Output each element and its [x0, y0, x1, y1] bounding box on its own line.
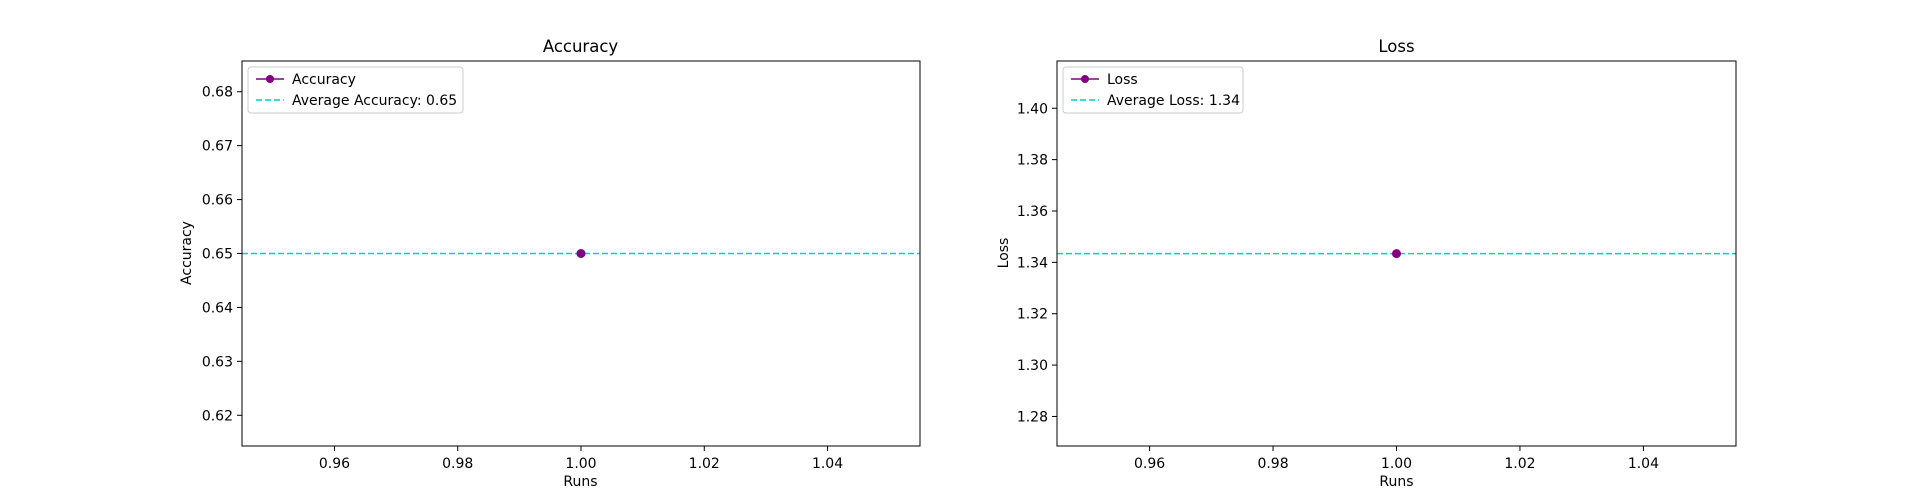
loss-legend-average-label: Average Loss: 1.34	[1107, 93, 1240, 109]
loss-x-tick-label: 1.04	[1628, 456, 1659, 472]
accuracy-legend: Accuracy Average Accuracy: 0.65	[247, 66, 464, 114]
accuracy-legend-box	[247, 66, 464, 114]
loss-x-tick-label: 0.96	[1134, 456, 1165, 472]
loss-legend-series-marker	[1081, 75, 1089, 83]
loss-data-point	[1392, 249, 1401, 259]
accuracy-x-tick-label: 1.04	[812, 456, 843, 472]
loss-x-tick-label: 1.02	[1504, 456, 1535, 472]
accuracy-y-tick-label: 0.64	[202, 300, 233, 316]
loss-y-tick-label: 1.40	[1017, 101, 1048, 117]
accuracy-plot-area: 0.96 0.98 1.00 1.02 1.04 0.62 0.63 0.64 0.65 0.66…	[202, 60, 921, 472]
loss-x-axis-label: Runs	[1379, 474, 1413, 490]
accuracy-data-point	[576, 249, 586, 258]
accuracy-legend-average-label: Average Accuracy: 0.65	[292, 93, 457, 109]
loss-y-tick-label: 1.30	[1017, 358, 1048, 374]
accuracy-y-tick-label: 0.66	[202, 193, 233, 209]
accuracy-y-tick-label: 0.68	[202, 85, 233, 101]
loss-chart-title: Loss	[1378, 37, 1414, 56]
accuracy-y-axis-label: Accuracy	[179, 221, 195, 285]
accuracy-legend-series-marker	[266, 75, 274, 83]
loss-chart: Loss 0.96 0.98 1.00 1.02 1.04 1.28 1.30 1.32 1.3…	[996, 37, 1737, 490]
accuracy-x-tick-label: 0.96	[319, 456, 350, 472]
accuracy-y-tick-label: 0.63	[202, 354, 233, 370]
accuracy-x-tick-label: 0.98	[442, 456, 473, 472]
accuracy-x-tick-label: 1.02	[689, 456, 720, 472]
loss-axes-frame	[1056, 60, 1737, 447]
loss-legend-series-label: Loss	[1107, 72, 1138, 88]
accuracy-chart-title: Accuracy	[543, 37, 619, 56]
accuracy-x-axis-label: Runs	[563, 474, 597, 490]
accuracy-chart: Accuracy 0.96 0.98 1.00 1.02 1.04 0.62 0.63 0.6…	[179, 37, 921, 490]
loss-y-tick-label: 1.34	[1017, 255, 1048, 271]
accuracy-axes-frame	[241, 60, 921, 447]
loss-y-tick-label: 1.36	[1017, 204, 1048, 220]
loss-x-tick-label: 0.98	[1257, 456, 1288, 472]
loss-y-tick-label: 1.32	[1017, 307, 1048, 323]
accuracy-legend-series-label: Accuracy	[292, 72, 356, 88]
loss-y-tick-label: 1.38	[1017, 153, 1048, 169]
accuracy-y-tick-label: 0.67	[202, 139, 233, 155]
loss-y-axis-label: Loss	[996, 238, 1012, 269]
accuracy-y-tick-label: 0.65	[202, 247, 233, 263]
loss-legend-box	[1062, 66, 1244, 114]
loss-plot-area: 0.96 0.98 1.00 1.02 1.04 1.28 1.30 1.32 1.34 1.36…	[1017, 60, 1737, 472]
accuracy-x-tick-label: 1.00	[565, 456, 596, 472]
loss-y-tick-label: 1.28	[1017, 409, 1048, 425]
accuracy-y-tick-label: 0.62	[202, 408, 233, 424]
loss-legend: Loss Average Loss: 1.34	[1062, 66, 1244, 114]
loss-x-tick-label: 1.00	[1381, 456, 1412, 472]
